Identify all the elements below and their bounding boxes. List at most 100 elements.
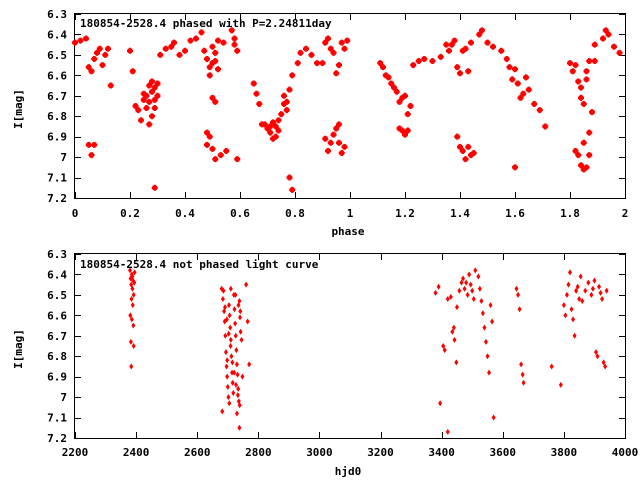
data-point	[281, 92, 287, 99]
data-point	[99, 62, 106, 69]
data-point	[577, 295, 582, 302]
data-point	[488, 302, 493, 309]
x-tick-label: 3400	[428, 446, 455, 459]
data-point	[325, 35, 331, 42]
data-point	[464, 279, 469, 286]
data-point	[223, 349, 228, 356]
data-point	[91, 141, 98, 148]
data-point	[429, 58, 436, 65]
data-point	[128, 267, 132, 274]
data-point	[132, 279, 137, 286]
data-point	[568, 269, 572, 276]
data-point	[225, 383, 230, 390]
data-point	[542, 123, 549, 130]
data-point	[451, 37, 458, 44]
data-point	[517, 94, 524, 101]
data-point	[231, 390, 236, 397]
data-point	[149, 113, 155, 120]
x-axis-ticks: 2200 2400 2600 2800 3000 3200 3400 3600 3800 4000	[62, 254, 638, 459]
x-tick-label: 2600	[184, 446, 211, 459]
y-tick-label: 6.9	[47, 371, 67, 384]
data-points	[72, 27, 623, 193]
data-point	[454, 304, 459, 311]
data-point	[465, 291, 470, 298]
data-point	[531, 100, 538, 107]
x-tick-label: 0.8	[285, 207, 305, 220]
y-tick-label: 6.5	[47, 49, 67, 62]
x-tick-label: 2800	[245, 446, 272, 459]
x-tick-label: 3600	[490, 446, 517, 459]
x-tick-label: 0	[72, 207, 79, 220]
data-point	[611, 43, 617, 50]
data-point	[572, 62, 579, 69]
data-point	[480, 310, 485, 317]
x-axis-ticks: 0 0.2 0.4 0.6 0.8 1 1.2 1.4 1.6 1.8 2	[72, 14, 628, 220]
plot-frame	[74, 13, 626, 199]
y-axis-label: I[mag]	[12, 89, 25, 129]
data-point	[204, 55, 210, 62]
data-point	[278, 111, 285, 118]
data-point	[270, 119, 276, 126]
data-point	[445, 295, 450, 302]
data-point	[223, 147, 230, 154]
data-point	[201, 47, 208, 54]
y-tick-label: 6.4	[47, 28, 67, 41]
data-point	[72, 39, 78, 46]
y-tick-label: 7	[60, 151, 67, 164]
data-point	[327, 45, 334, 52]
data-point	[344, 37, 351, 44]
chart-title: 180854-2528.4 phased with P=2.24811day	[80, 17, 332, 30]
data-point	[580, 298, 585, 305]
data-point	[237, 424, 242, 431]
data-point	[402, 131, 408, 138]
data-point	[129, 316, 134, 323]
data-point	[209, 145, 216, 152]
data-point	[338, 39, 345, 46]
data-point	[512, 164, 518, 171]
data-point	[393, 88, 400, 95]
data-point	[578, 273, 583, 280]
x-tick-label: 3200	[367, 446, 394, 459]
data-point	[215, 66, 221, 73]
data-point	[247, 361, 252, 368]
data-point	[410, 62, 417, 69]
x-axis-label: hjd0	[335, 465, 362, 478]
data-point	[333, 70, 340, 77]
data-point	[407, 103, 414, 109]
data-point	[88, 68, 95, 75]
data-point	[234, 156, 241, 163]
data-point	[603, 363, 608, 370]
data-point	[154, 92, 161, 99]
data-point	[336, 62, 342, 69]
data-point	[238, 328, 243, 335]
x-axis-label: phase	[331, 225, 364, 238]
data-point	[451, 324, 456, 331]
chart-title: 180854-2528.4 not phased light curve	[80, 258, 319, 271]
data-point	[297, 49, 304, 56]
data-point	[151, 84, 158, 91]
data-point	[182, 47, 188, 54]
y-tick-label: 6.7	[47, 330, 67, 343]
data-points	[128, 267, 609, 435]
data-point	[330, 131, 337, 138]
data-point	[91, 55, 98, 62]
data-point	[237, 402, 242, 409]
data-point	[135, 107, 142, 114]
data-point	[94, 49, 100, 56]
data-point	[128, 338, 133, 345]
data-point	[220, 408, 225, 415]
data-point	[289, 186, 296, 193]
data-point	[490, 43, 496, 50]
data-point	[572, 332, 577, 339]
data-point	[220, 39, 227, 46]
x-tick-label: 1.4	[450, 207, 470, 220]
data-point	[470, 287, 475, 294]
data-point	[227, 312, 232, 319]
data-point	[578, 162, 584, 169]
data-point	[206, 133, 213, 140]
data-point	[468, 39, 474, 46]
data-point	[236, 302, 241, 309]
data-point	[168, 43, 175, 50]
data-point	[130, 302, 135, 309]
data-point	[467, 271, 472, 278]
